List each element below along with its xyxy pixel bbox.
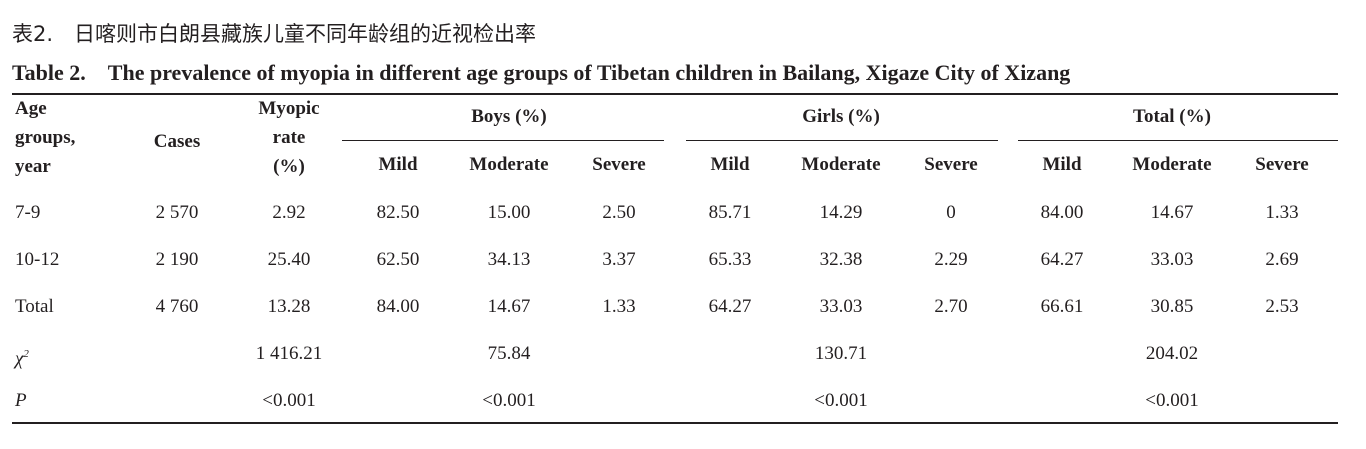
header-boys: Boys (%): [471, 106, 547, 127]
table-cell: 3.37: [602, 249, 636, 270]
chi-square-label: χ2: [15, 343, 29, 370]
table-cell: 14.67: [487, 296, 531, 317]
table-cell: 2.92: [272, 202, 306, 223]
p-total: <0.001: [1145, 390, 1199, 411]
table-cell: 65.33: [708, 249, 752, 270]
header-myopic-rate: Myopic rate (%): [258, 94, 319, 181]
table-cell: 2 570: [155, 202, 199, 223]
header-age-line3: year: [15, 156, 51, 177]
table-number: Table 2.: [12, 60, 86, 85]
subheader-total-severe: Severe: [1255, 154, 1309, 175]
row-label: Total: [15, 296, 54, 317]
table-cell: 14.67: [1150, 202, 1194, 223]
header-myopic-line2: rate: [272, 127, 306, 148]
subheader-girls-moderate: Moderate: [801, 154, 881, 175]
table-cell: 33.03: [1150, 249, 1194, 270]
header-girls: Girls (%): [802, 106, 880, 127]
table-cell: 1.33: [1265, 202, 1299, 223]
girls-rule: [686, 140, 998, 141]
table-cell: 2.70: [934, 296, 968, 317]
table-cell: 34.13: [487, 249, 531, 270]
p-rate: <0.001: [262, 390, 316, 411]
table-cell: 4 760: [155, 296, 199, 317]
p-boys: <0.001: [482, 390, 536, 411]
header-age-groups: Age groups, year: [15, 94, 75, 181]
row-label: 7-9: [15, 202, 41, 223]
chi-superscript: 2: [23, 348, 29, 360]
chi-rate: 1 416.21: [255, 343, 323, 364]
table-cell: 30.85: [1150, 296, 1194, 317]
table-cell: 66.61: [1040, 296, 1084, 317]
table-cell: 85.71: [708, 202, 752, 223]
table-caption: The prevalence of myopia in different ag…: [107, 60, 1071, 85]
table-cell: 84.00: [376, 296, 420, 317]
table-cell: 64.27: [1040, 249, 1084, 270]
chi-total: 204.02: [1145, 343, 1199, 364]
p-label: P: [15, 390, 27, 411]
subheader-total-mild: Mild: [1042, 154, 1082, 175]
table-title-chinese: 表2. 日喀则市白朗县藏族儿童不同年龄组的近视检出率: [12, 22, 537, 46]
table-cell: 15.00: [487, 202, 531, 223]
p-girls: <0.001: [814, 390, 868, 411]
table-cell: 2.53: [1265, 296, 1299, 317]
table-cell: 14.29: [819, 202, 863, 223]
subheader-total-moderate: Moderate: [1132, 154, 1212, 175]
table-cell: 13.28: [267, 296, 311, 317]
header-cases: Cases: [153, 131, 201, 152]
header-age-line1: Age: [15, 98, 47, 119]
table-cell: 32.38: [819, 249, 863, 270]
table-cell: 25.40: [267, 249, 311, 270]
header-myopic-line3: (%): [273, 156, 305, 177]
top-rule: [12, 93, 1338, 95]
table-cell: 64.27: [708, 296, 752, 317]
table-cell: 1.33: [602, 296, 636, 317]
table-cell: 2.69: [1265, 249, 1299, 270]
table-cell: 2 190: [155, 249, 199, 270]
subheader-girls-mild: Mild: [710, 154, 750, 175]
subheader-girls-severe: Severe: [924, 154, 978, 175]
subheader-boys-mild: Mild: [378, 154, 418, 175]
subheader-boys-severe: Severe: [592, 154, 646, 175]
chi-girls: 130.71: [814, 343, 868, 364]
table-cell: 0: [946, 202, 956, 223]
header-total: Total (%): [1133, 106, 1211, 127]
table-cell: 2.29: [934, 249, 968, 270]
total-rule: [1018, 140, 1338, 141]
table-cell: 2.50: [602, 202, 636, 223]
table-cell: 84.00: [1040, 202, 1084, 223]
table-cell: 33.03: [819, 296, 863, 317]
chi-symbol: χ: [15, 348, 24, 370]
table-title-english: Table 2. The prevalence of myopia in diff…: [12, 60, 1070, 86]
boys-rule: [342, 140, 664, 141]
header-age-line2: groups,: [15, 127, 76, 148]
row-label: 10-12: [15, 249, 60, 270]
table-cell: 82.50: [376, 202, 420, 223]
header-myopic-line1: Myopic: [258, 98, 320, 119]
bottom-rule: [12, 422, 1338, 424]
chi-boys: 75.84: [487, 343, 531, 364]
subheader-boys-moderate: Moderate: [469, 154, 549, 175]
table-cell: 62.50: [376, 249, 420, 270]
